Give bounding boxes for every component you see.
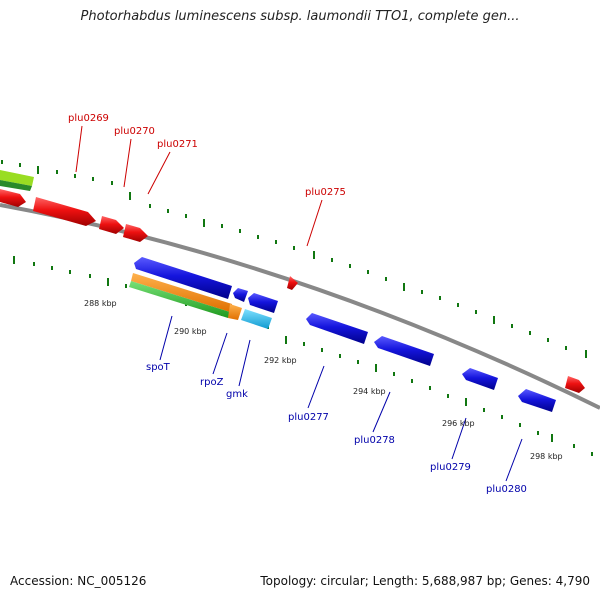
scale-tick-294: 294 kbp xyxy=(353,387,386,396)
gene-plu0269[interactable] xyxy=(33,197,96,226)
label-plu0280[interactable]: plu0280 xyxy=(486,484,527,495)
forward-strand-genes xyxy=(0,170,585,393)
label-plu0279[interactable]: plu0279 xyxy=(430,462,471,473)
scale-tick-296: 296 kbp xyxy=(442,419,475,428)
gene-plu0271[interactable] xyxy=(123,224,148,242)
gene-blue-small[interactable] xyxy=(233,288,248,302)
gene-blue-large[interactable] xyxy=(134,257,232,299)
gene-blue-c[interactable] xyxy=(248,293,278,313)
gene-plu0278[interactable] xyxy=(374,336,434,366)
gene-spoT-orange[interactable] xyxy=(131,273,232,312)
gene-plu0275[interactable] xyxy=(287,276,298,290)
map-title: Photorhabdus luminescens subsp. laumondi… xyxy=(80,9,520,24)
accession-text: Accession: NC_005126 xyxy=(10,574,147,588)
scale-tick-292: 292 kbp xyxy=(264,356,297,365)
gene-red-b[interactable] xyxy=(565,376,585,393)
reverse-strand-genes xyxy=(129,257,556,412)
scale-tick-298: 298 kbp xyxy=(530,452,563,461)
label-plu0275[interactable]: plu0275 xyxy=(305,187,346,198)
gene-plu0270[interactable] xyxy=(99,216,124,234)
outer-tick-track xyxy=(1,160,587,358)
leader-lines xyxy=(75,125,523,482)
scale-tick-288: 288 kbp xyxy=(84,299,117,308)
gene-spoT-green[interactable] xyxy=(129,281,230,318)
label-plu0271[interactable]: plu0271 xyxy=(157,139,198,150)
label-plu0278[interactable]: plu0278 xyxy=(354,435,395,446)
label-spoT[interactable]: spoT xyxy=(146,362,171,373)
label-rpoZ[interactable]: rpoZ xyxy=(200,377,224,388)
gene-plu0279[interactable] xyxy=(462,368,498,390)
gene-plu0277[interactable] xyxy=(306,313,368,344)
label-plu0269[interactable]: plu0269 xyxy=(68,113,109,124)
gene-plu0280[interactable] xyxy=(518,389,556,412)
gene-rpoZ[interactable] xyxy=(228,304,242,320)
label-gmk[interactable]: gmk xyxy=(226,389,248,400)
scale-tick-290: 290 kbp xyxy=(174,327,207,336)
gene-gmk[interactable] xyxy=(241,309,272,329)
genome-summary: Topology: circular; Length: 5,688,987 bp… xyxy=(260,574,590,588)
label-plu0277[interactable]: plu0277 xyxy=(288,412,329,423)
gene-red-a[interactable] xyxy=(0,189,26,207)
label-plu0270[interactable]: plu0270 xyxy=(114,126,155,137)
gene-darkgreen[interactable] xyxy=(0,180,32,191)
gene-lime[interactable] xyxy=(0,170,34,186)
